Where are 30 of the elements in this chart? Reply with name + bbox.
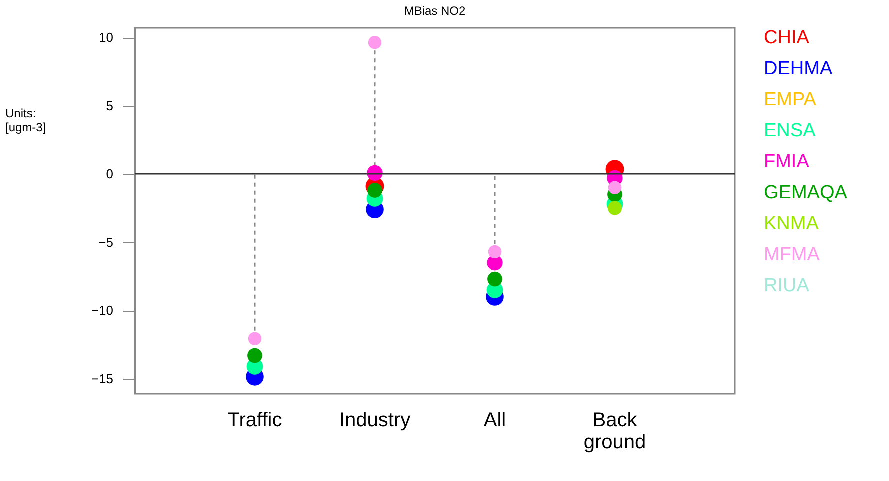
text: CHIA [764, 28, 810, 48]
point [488, 272, 502, 287]
y-tick-label: −10 [91, 303, 114, 318]
text: ENSA [764, 120, 816, 142]
text: KNMA [764, 214, 820, 234]
chart-title: MBias NO2 [404, 4, 466, 18]
x-tick-label: Traffic [228, 410, 282, 432]
point [368, 36, 382, 50]
y-tick-label: 10 [99, 30, 114, 46]
x-tick-label: Industry [339, 410, 411, 432]
y-axis-title: Units: [ugm-3] [6, 106, 46, 134]
text: FMIA [764, 152, 810, 172]
x-tick-label: Back ground [584, 410, 646, 454]
y-tick-label: 0 [106, 166, 114, 182]
point [248, 348, 262, 364]
text: MFMA [764, 244, 820, 266]
point [367, 165, 383, 181]
point [608, 181, 622, 194]
y-tick-label: 5 [106, 98, 114, 114]
legend-label: EMPA [764, 90, 817, 110]
y-tick-label: −15 [91, 371, 114, 386]
point [608, 201, 622, 216]
legend-label: RIUA [764, 276, 810, 296]
point [488, 245, 502, 259]
point [368, 183, 382, 198]
y-tick-label: −5 [98, 234, 114, 250]
x-tick-label: All [484, 410, 506, 432]
point [248, 332, 262, 346]
text: GEMAQA [764, 182, 848, 204]
text: DEHMA [764, 58, 833, 80]
